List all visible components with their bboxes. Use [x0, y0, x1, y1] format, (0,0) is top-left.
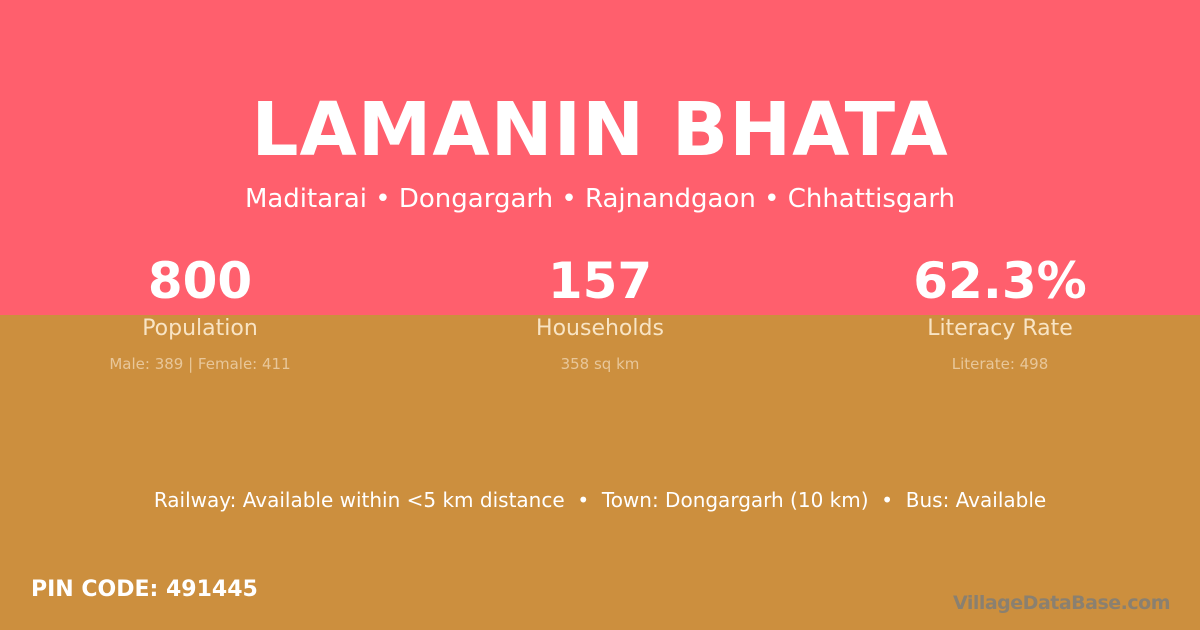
stat-detail: 358 sq km [560, 355, 640, 373]
stat-value: 157 [547, 252, 653, 310]
stat-label: Population [142, 316, 258, 341]
brand-watermark: VillageDataBase.com [952, 592, 1171, 614]
stat-label: Households [536, 316, 664, 341]
pin-code: PIN CODE: 491445 [31, 577, 258, 602]
header-band [0, 0, 1200, 315]
connectivity-info: Railway: Available within <5 km distance… [153, 488, 1047, 512]
village-title: LAMANIN BHATA [251, 87, 949, 173]
stat-value: 800 [147, 252, 253, 310]
location-breadcrumb: Maditarai • Dongargarh • Rajnandgaon • C… [244, 184, 956, 214]
stat-label: Literacy Rate [927, 316, 1073, 341]
stat-detail: Literate: 498 [951, 355, 1049, 373]
stat-detail: Male: 389 | Female: 411 [109, 355, 291, 373]
stat-value: 62.3% [913, 252, 1087, 310]
footer-band [0, 315, 1200, 630]
